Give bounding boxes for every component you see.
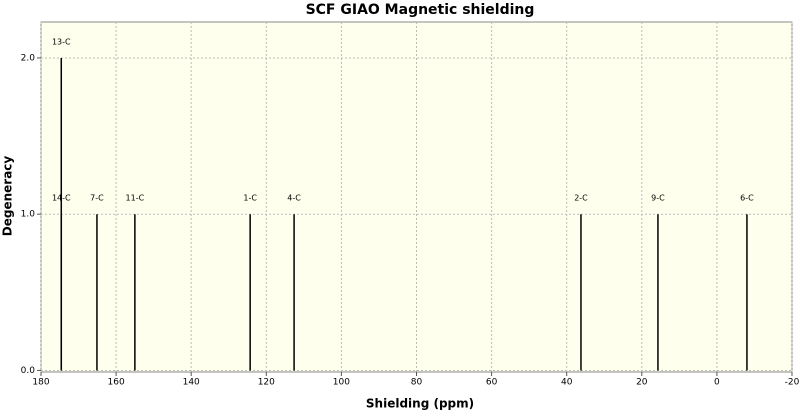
x-tick-label: 140 xyxy=(183,378,200,388)
x-tick-label: 40 xyxy=(561,378,573,388)
chart-title: SCF GIAO Magnetic shielding xyxy=(306,2,535,18)
peak-label: 14-C xyxy=(52,194,71,203)
peak-label: 13-C xyxy=(52,37,71,46)
peak-label: 6-C xyxy=(740,194,754,203)
x-tick-label: 120 xyxy=(258,378,275,388)
plot-area xyxy=(40,21,793,373)
peak-label: 4-C xyxy=(287,194,301,203)
peak-label: 11-C xyxy=(126,194,145,203)
y-axis-label: Degeneracy xyxy=(1,156,15,237)
x-axis-label: Shielding (ppm) xyxy=(366,397,474,411)
peak-label: 2-C xyxy=(574,194,588,203)
x-tick-label: 180 xyxy=(32,378,49,388)
x-tick-label: 60 xyxy=(486,378,498,388)
peak-label: 9-C xyxy=(651,194,665,203)
x-tick-label: 160 xyxy=(108,378,125,388)
peak-label: 7-C xyxy=(90,194,104,203)
x-tick-label: 100 xyxy=(333,378,350,388)
x-tick-label: 20 xyxy=(636,378,648,388)
x-tick-label: 80 xyxy=(411,378,423,388)
x-tick-label: -20 xyxy=(785,378,800,388)
peak-label: 1-C xyxy=(243,194,257,203)
y-tick-label: 2.0 xyxy=(21,53,36,63)
x-tick-label: 0 xyxy=(714,378,720,388)
y-tick-label: 1.0 xyxy=(21,210,36,220)
y-tick-label: 0.0 xyxy=(21,366,36,376)
